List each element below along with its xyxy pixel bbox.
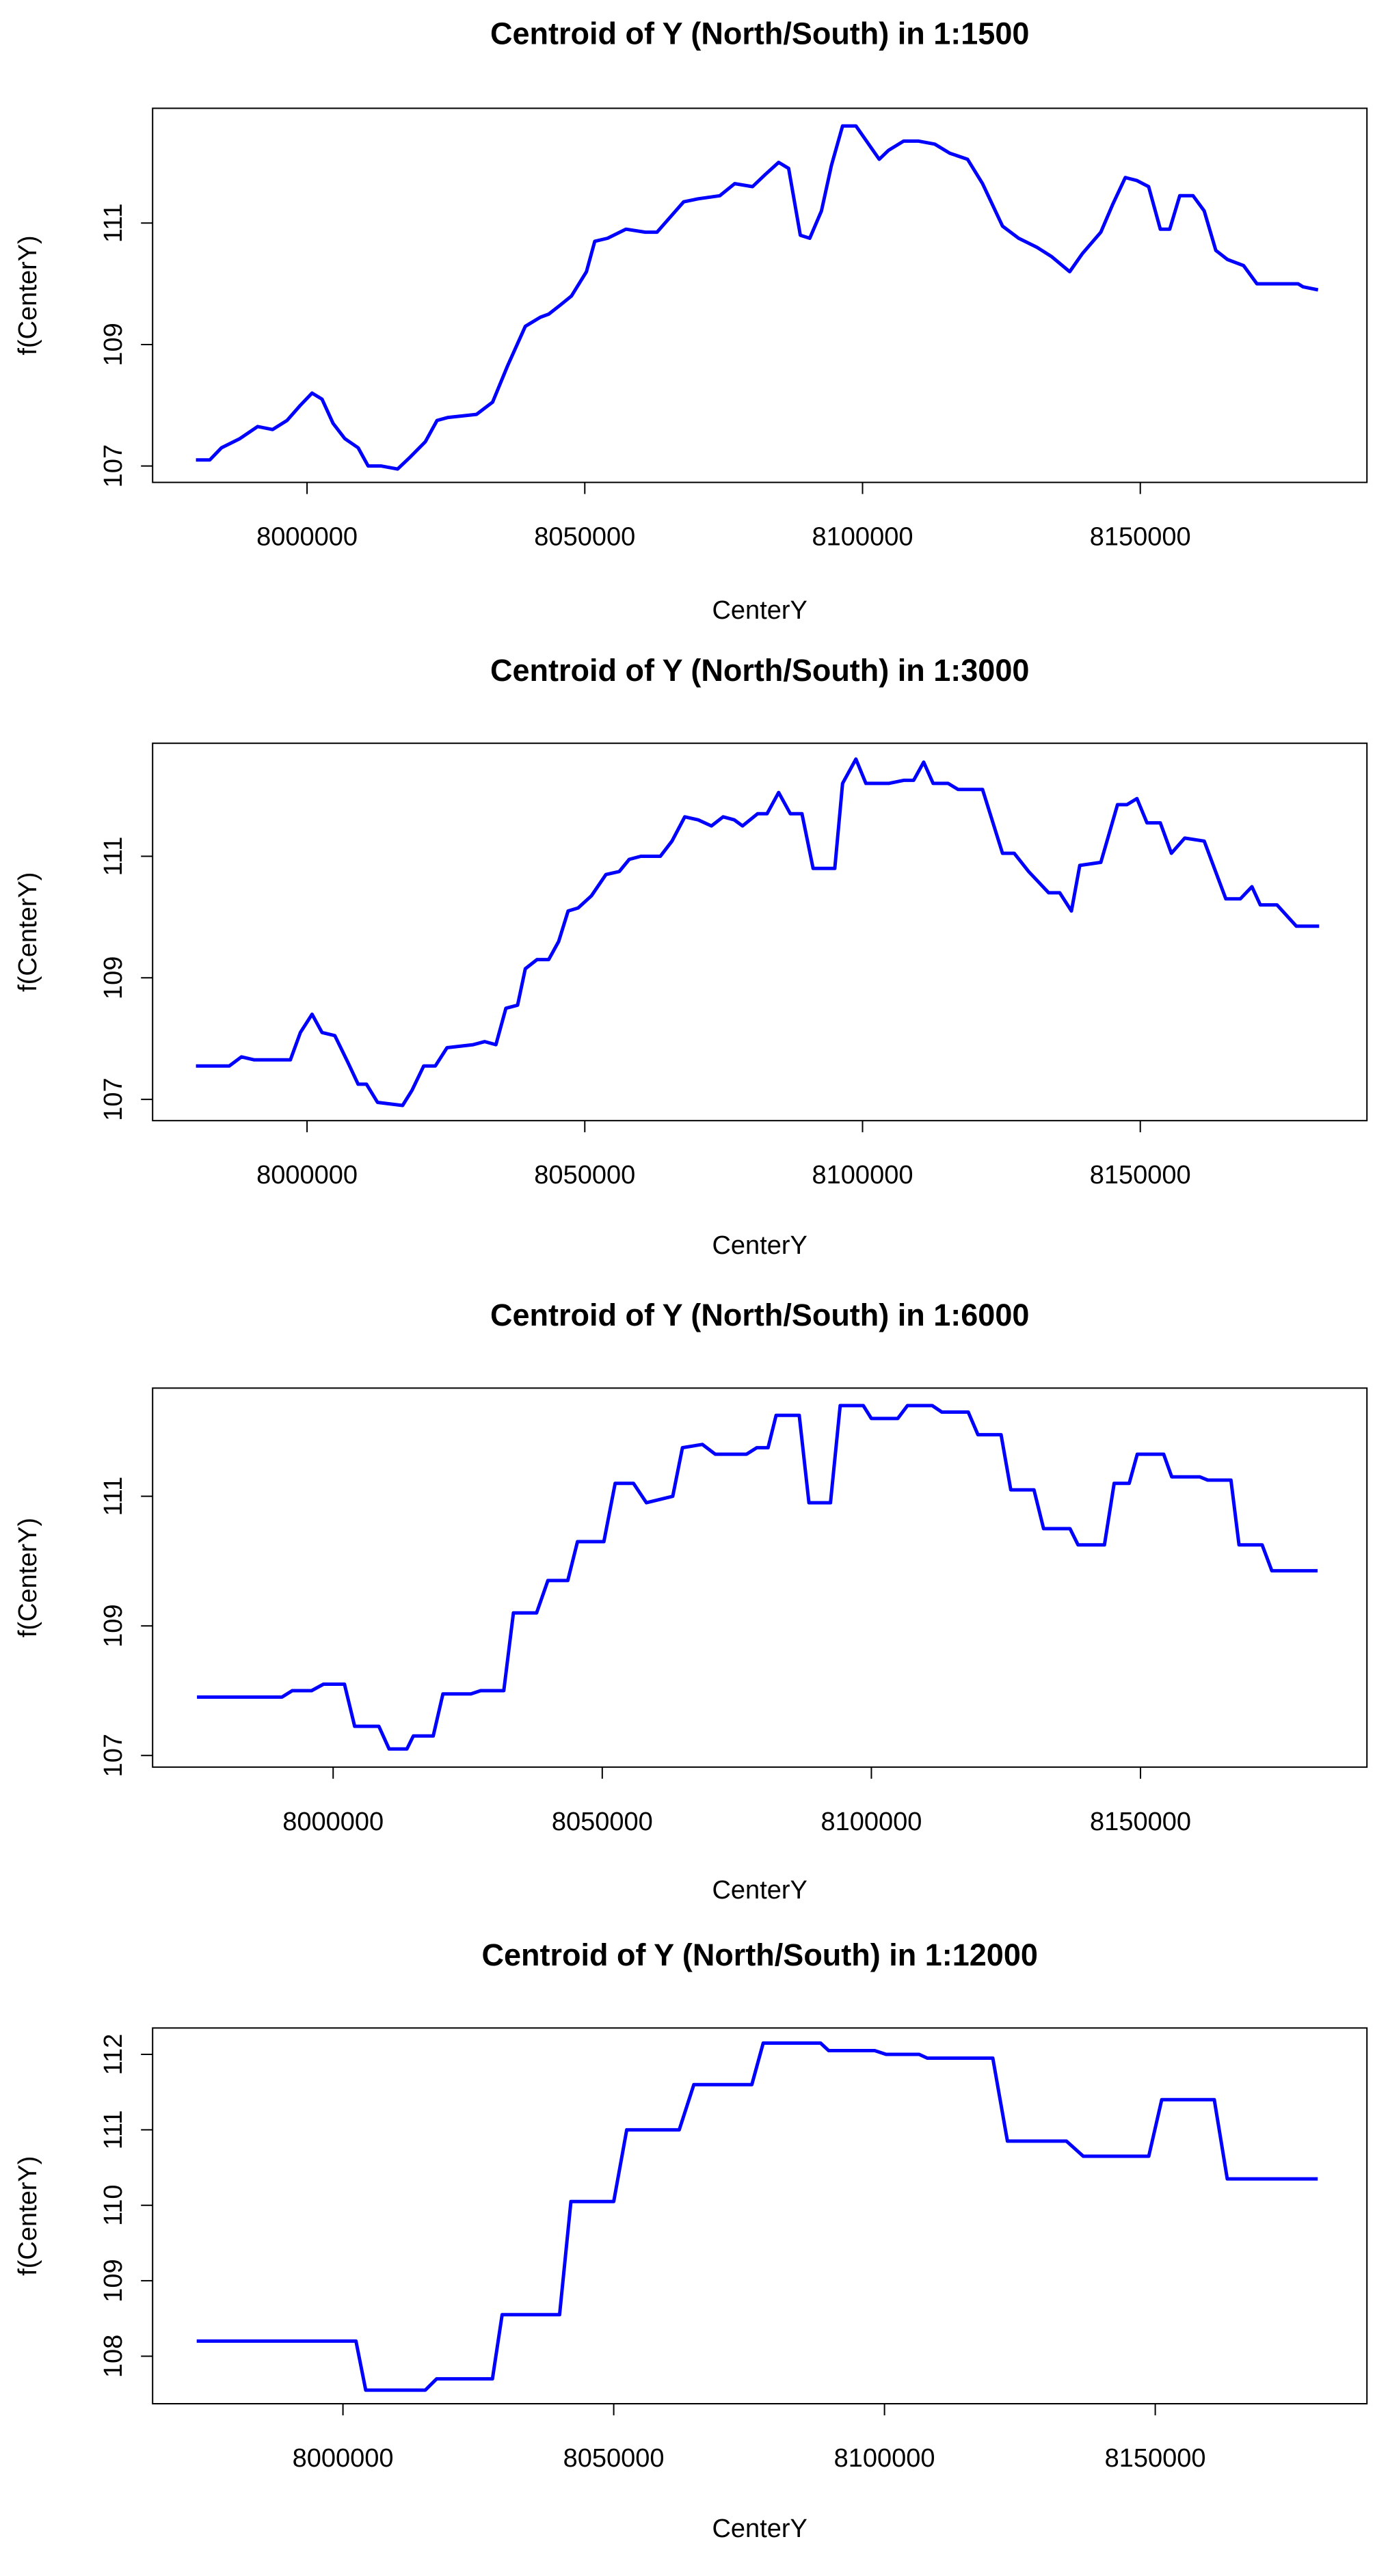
y-tick-label: 109 xyxy=(99,956,128,999)
y-tick-label: 109 xyxy=(99,2259,128,2302)
data-line xyxy=(196,124,1319,471)
data-line xyxy=(196,2041,1318,2392)
x-tick-label: 8150000 xyxy=(1090,1161,1191,1190)
y-tick-label: 111 xyxy=(99,2110,128,2150)
y-tick-label: 110 xyxy=(99,2184,128,2226)
x-tick-label: 8000000 xyxy=(293,2444,394,2473)
y-tick-label: 111 xyxy=(99,1477,128,1516)
chart-title: Centroid of Y (North/South) in 1:1500 xyxy=(490,16,1029,51)
x-tick-label: 8000000 xyxy=(256,523,358,552)
y-tick-label: 107 xyxy=(99,444,128,487)
plot-frame xyxy=(152,742,1368,1122)
x-tick-label: 8100000 xyxy=(812,523,913,552)
y-tick-label: 112 xyxy=(99,2034,128,2076)
x-axis-label: CenterY xyxy=(712,1231,807,1260)
y-axis-label: f(CenterY) xyxy=(14,1518,42,1637)
data-line xyxy=(197,1404,1318,1751)
x-tick-label: 8000000 xyxy=(256,1161,358,1190)
x-tick-label: 8100000 xyxy=(820,1808,922,1836)
plot-frame xyxy=(152,1387,1368,1768)
y-tick-label: 107 xyxy=(99,1734,128,1777)
plot-frame xyxy=(152,2027,1368,2404)
y-tick-label: 108 xyxy=(99,2335,128,2378)
x-tick-label: 8150000 xyxy=(1090,1808,1191,1836)
y-tick-label: 111 xyxy=(99,203,128,243)
y-tick-label: 109 xyxy=(99,1605,128,1648)
x-tick-label: 8150000 xyxy=(1090,523,1191,552)
y-tick-label: 109 xyxy=(99,323,128,366)
x-tick-label: 8050000 xyxy=(563,2444,665,2473)
x-tick-label: 8050000 xyxy=(534,523,635,552)
x-axis-label: CenterY xyxy=(712,596,807,625)
x-tick-label: 8150000 xyxy=(1105,2444,1206,2473)
x-tick-label: 8050000 xyxy=(552,1808,653,1836)
chart-title: Centroid of Y (North/South) in 1:3000 xyxy=(490,653,1029,688)
chart-title: Centroid of Y (North/South) in 1:12000 xyxy=(481,1937,1037,1972)
y-axis-label: f(CenterY) xyxy=(14,235,42,355)
x-tick-label: 8100000 xyxy=(812,1161,913,1190)
data-line xyxy=(196,757,1320,1108)
x-tick-label: 8100000 xyxy=(834,2444,935,2473)
x-tick-label: 8050000 xyxy=(534,1161,635,1190)
y-tick-label: 111 xyxy=(99,837,128,876)
y-axis-label: f(CenterY) xyxy=(14,2156,42,2276)
y-axis-label: f(CenterY) xyxy=(14,872,42,992)
x-axis-label: CenterY xyxy=(712,2514,807,2543)
chart-title: Centroid of Y (North/South) in 1:6000 xyxy=(490,1298,1029,1332)
x-axis-label: CenterY xyxy=(712,1876,807,1905)
y-tick-label: 107 xyxy=(99,1077,128,1121)
x-tick-label: 8000000 xyxy=(282,1808,384,1836)
plot-frame xyxy=(152,107,1368,483)
